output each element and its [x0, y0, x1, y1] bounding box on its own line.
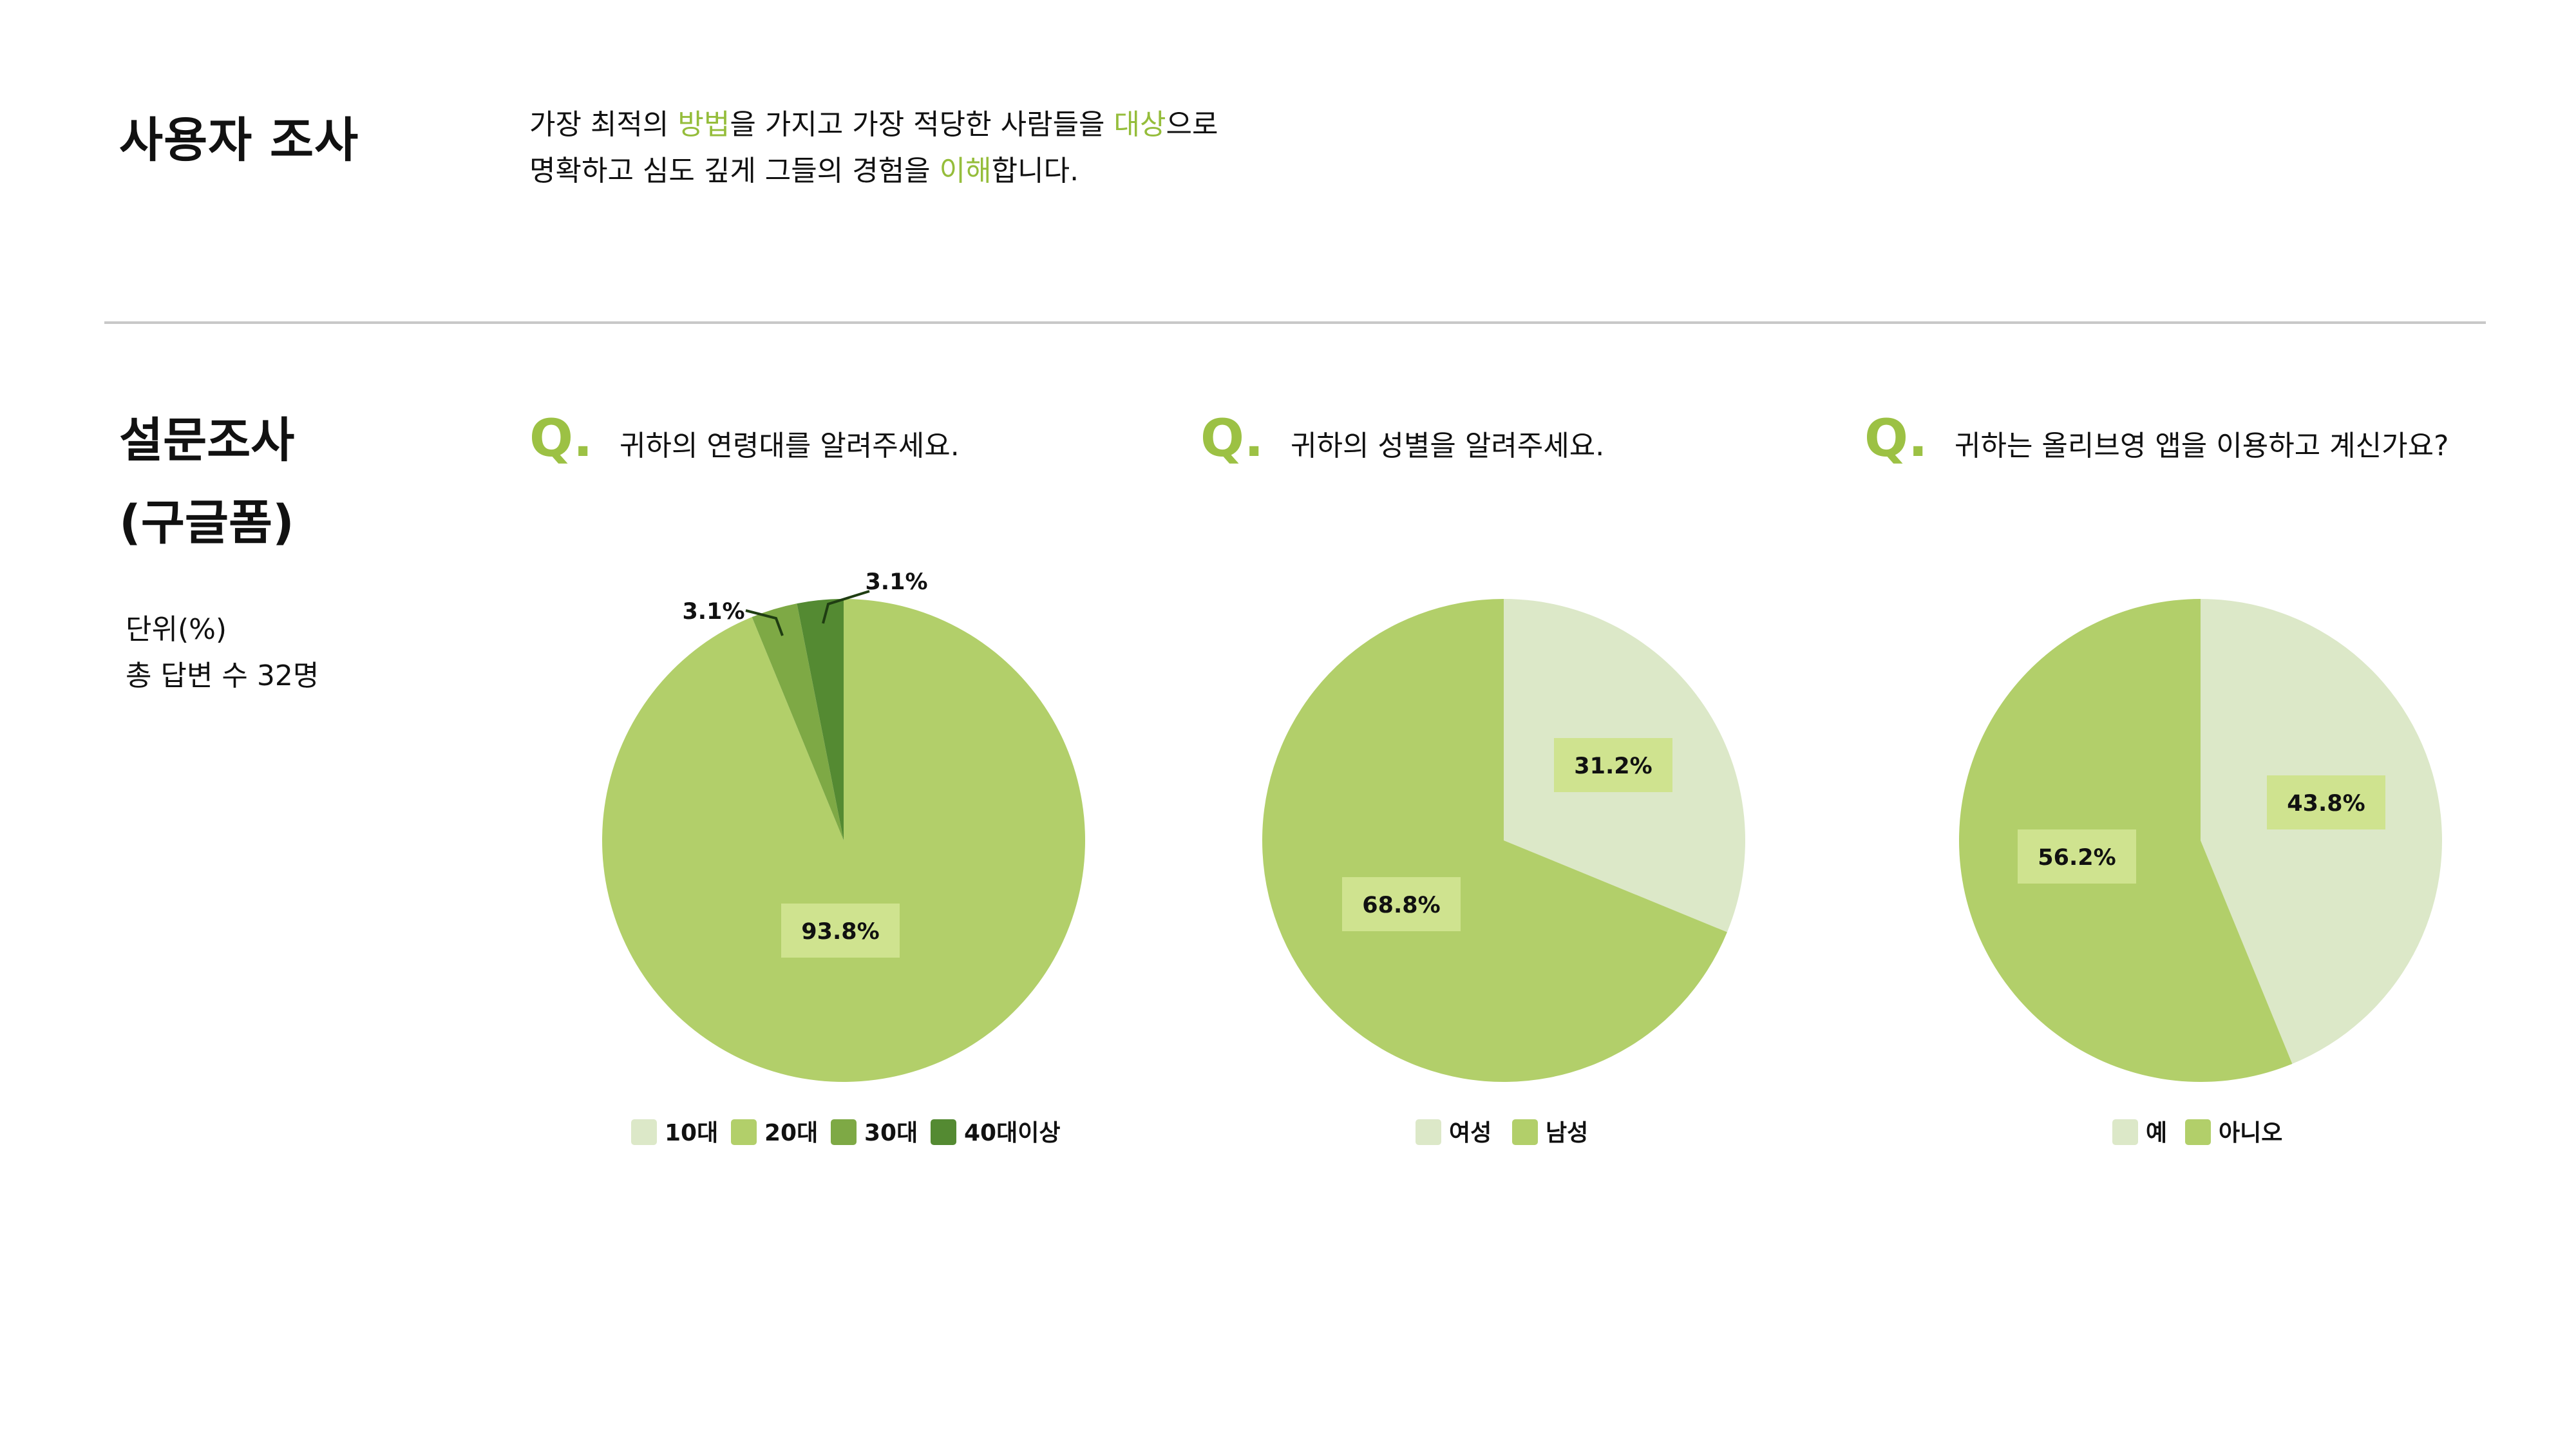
legend-label-2-2: 남성: [1546, 1120, 1588, 1146]
survey-title: 설문조사 (구글폼): [119, 399, 294, 564]
question-app-usage: 귀하는 올리브영 앱을 이용하고 계신가요?: [1955, 430, 2449, 462]
question-mark-2: Q.: [1200, 408, 1264, 468]
intro-line-1: 가장 최적의 방법을 가지고 가장 적당한 사람들을 대상으로: [529, 108, 1218, 141]
data-label-box-3-2: [2018, 829, 2136, 884]
legend-label-1-2: 20대: [764, 1120, 818, 1146]
pie-slice-2-2: [1262, 599, 1727, 1082]
pie-slice-1-4: [797, 599, 844, 840]
data-label-2-1: 31.2%: [1574, 753, 1652, 779]
pie-slice-1-3: [752, 603, 844, 840]
question-gender: 귀하의 성별을 알려주세요.: [1291, 430, 1605, 462]
data-label-3-1: 43.8%: [2287, 791, 2365, 817]
legend-label-2-1: 여성: [1449, 1120, 1492, 1146]
page-title: 사용자 조사: [119, 113, 359, 168]
data-label-1-2: 93.8%: [801, 919, 879, 945]
section-divider: [104, 321, 2486, 324]
survey-meta: 단위(%) 총 답변 수 32명: [126, 607, 319, 699]
legend-swatch-1-1: [631, 1119, 657, 1145]
pie-slice-3-1: [2201, 599, 2442, 1064]
intro-line-2: 명확하고 심도 깊게 그들의 경험을 이해합니다.: [529, 155, 1079, 187]
legend-swatch-2-1: [1416, 1119, 1441, 1145]
data-label-box-2-1: [1554, 738, 1672, 792]
legend-label-1-4: 40대이상: [964, 1120, 1060, 1146]
legend-swatch-2-2: [1512, 1119, 1538, 1145]
pie-chart-2: 31.2% 68.8% 여성 남성: [1262, 599, 1746, 1146]
legend-swatch-1-2: [731, 1119, 757, 1145]
data-label-box-3-1: [2267, 775, 2385, 829]
legend-label-3-1: 예: [2146, 1120, 2167, 1146]
data-label-1-4: 3.1%: [865, 569, 927, 595]
leader-line-1-4: [822, 590, 870, 624]
total-responses: 총 답변 수 32명: [126, 659, 319, 692]
survey-title-line-2: (구글폼): [119, 495, 294, 551]
leader-line-1-3: [745, 609, 784, 636]
intro-text: 가장 최적의 방법을 가지고 가장 적당한 사람들을 대상으로 명확하고 심도 …: [529, 102, 1218, 194]
data-label-3-2: 56.2%: [2038, 845, 2116, 871]
data-label-box-2-2: [1342, 877, 1461, 931]
unit-label: 단위(%): [126, 613, 227, 646]
legend-swatch-1-4: [931, 1119, 956, 1145]
survey-title-line-1: 설문조사: [119, 413, 295, 468]
data-label-box-1-2: [781, 904, 900, 958]
question-mark-1: Q.: [529, 408, 593, 468]
question-age: 귀하의 연령대를 알려주세요.: [620, 430, 960, 462]
legend-label-1-1: 10대: [665, 1120, 718, 1146]
question-mark-3: Q.: [1864, 408, 1928, 468]
legend-swatch-3-2: [2185, 1119, 2211, 1145]
pie-slice-1-2: [602, 599, 1086, 1082]
legend-swatch-3-1: [2112, 1119, 2138, 1145]
pie-chart-1: 93.8% 3.1% 3.1% 10대 20대 30대 40대이상: [602, 569, 1086, 1146]
legend-label-3-2: 아니오: [2219, 1120, 2282, 1146]
legend-swatch-1-3: [831, 1119, 857, 1145]
data-label-1-3: 3.1%: [682, 599, 744, 625]
pie-chart-3: 43.8% 56.2% 예 아니오: [1958, 599, 2442, 1146]
data-label-2-2: 68.8%: [1362, 893, 1440, 918]
legend-label-1-3: 30대: [864, 1120, 918, 1146]
